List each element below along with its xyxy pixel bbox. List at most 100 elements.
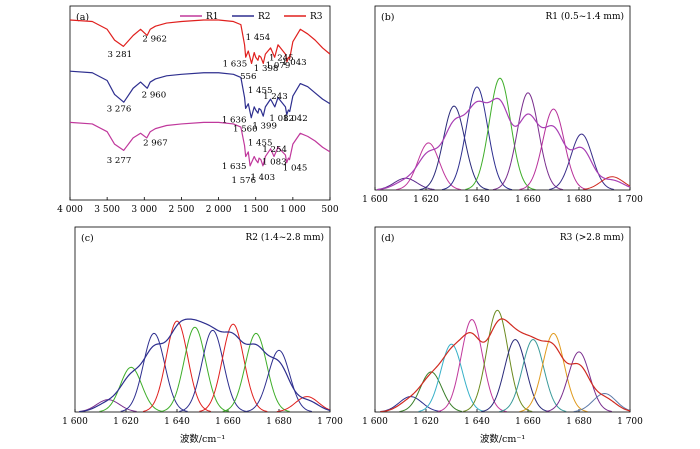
fitted-band-9 <box>583 176 631 190</box>
peak-annotation: 2 962 <box>142 35 167 45</box>
fitted-band-8 <box>549 133 615 190</box>
fitted-band-10 <box>276 396 331 413</box>
fitted-band-6 <box>492 92 564 191</box>
peak-annotation: 1 245 <box>269 53 294 63</box>
peak-annotation: 1 454 <box>246 33 271 43</box>
peak-annotation: 3 277 <box>107 156 132 166</box>
legend: R1 R2 R3 <box>180 12 323 22</box>
x-tick-label: 2 500 <box>169 205 195 215</box>
peak-annotation: 1 455 <box>248 86 273 96</box>
peak-annotation: 1 399 <box>252 122 277 132</box>
fitted-band-5 <box>465 77 536 191</box>
peak-annotation: 1 079 <box>266 61 291 71</box>
peak-annotation: 3 281 <box>107 50 132 60</box>
x-tick-label: 3 500 <box>94 205 120 215</box>
x-tick-label: 1 660 <box>215 417 241 427</box>
x-tick-label: 1 700 <box>617 195 643 205</box>
peak-annotation: 1 254 <box>262 145 287 155</box>
peak-annotation: 1 560 <box>233 125 258 135</box>
fitted-band-10 <box>573 392 631 412</box>
x-axis-label: 波数/cm⁻¹ <box>180 433 226 445</box>
panel-label: (c) <box>81 233 94 244</box>
x-tick-label: 1 600 <box>362 417 388 427</box>
x-tick-label: 1 600 <box>362 195 388 205</box>
peak-annotation: 1 082 <box>269 114 294 124</box>
x-tick-label: 1 620 <box>413 417 439 427</box>
fitted-band-5 <box>160 326 230 412</box>
peak-annotation: 1 083 <box>262 157 287 167</box>
x-tick-label: 1 680 <box>566 417 592 427</box>
peak-annotation: 1 455 <box>248 139 273 149</box>
x-tick-label: 1 640 <box>464 417 490 427</box>
fitted-band-2 <box>399 371 463 412</box>
x-tick-label: 1 700 <box>617 417 643 427</box>
panel-title: R1 (0.5~1.4 mm) <box>546 11 624 22</box>
fitted-band-2 <box>99 366 164 412</box>
fitted-band-9 <box>245 349 313 412</box>
x-tick-label: 500 <box>321 205 338 215</box>
panel-title: R2 (1.4~2.8 mm) <box>246 232 324 243</box>
peak-annotation: 1 576 <box>232 176 257 186</box>
envelope-curve <box>377 97 631 191</box>
peak-annotation: 1 635 <box>223 60 248 70</box>
panel-title: R3 (>2.8 mm) <box>560 232 624 243</box>
fitted-band-5 <box>463 309 533 412</box>
panel-label: (d) <box>381 233 395 244</box>
x-tick-label: 1 640 <box>464 195 490 205</box>
peak-annotation: 2 967 <box>143 139 168 149</box>
fitted-band-8 <box>222 332 290 412</box>
peak-annotation: 1 403 <box>250 173 275 183</box>
peak-annotation: 3 276 <box>107 105 132 115</box>
peak-annotation: 2 960 <box>142 91 167 101</box>
x-tick-label: 1 620 <box>413 195 439 205</box>
x-tick-label: 1 600 <box>62 417 88 427</box>
fitted-band-4 <box>441 86 513 191</box>
x-tick-label: 1 700 <box>317 417 343 427</box>
fitted-band-9 <box>545 351 613 412</box>
peak-annotation: 1 043 <box>282 58 307 68</box>
fitted-band-4 <box>437 318 507 413</box>
x-tick-label: 1 000 <box>280 205 306 215</box>
x-tick-label: 4 000 <box>57 205 83 215</box>
x-tick-label: 1 500 <box>243 205 269 215</box>
series-line-r1 <box>69 121 331 167</box>
chart-panel-d: 1 600 1 620 1 640 1 660 1 680 1 700 (d) R3 (>2.… <box>362 226 643 445</box>
x-tick-label: 1 660 <box>515 417 541 427</box>
envelope-curve <box>380 318 631 413</box>
legend-entry-label: R2 <box>258 12 271 22</box>
panel-label: (a) <box>76 12 89 23</box>
x-tick-label: 1 660 <box>515 195 541 205</box>
x-tick-label: 2 000 <box>206 205 232 215</box>
fitted-band-7 <box>499 339 567 412</box>
chart-panel-a: 4 000 3 500 3 000 2 500 2 000 1 500 1 000 500 (a… <box>57 5 339 215</box>
fitted-band-7 <box>519 108 588 190</box>
peak-annotation: 1 243 <box>263 92 288 102</box>
x-tick-label: 1 680 <box>566 195 592 205</box>
peak-annotation: 1 045 <box>283 164 308 174</box>
fitted-band-6 <box>179 329 248 413</box>
peak-annotation: 1 636 <box>222 115 247 125</box>
plot-frame <box>69 5 331 201</box>
series-line-r2 <box>69 70 331 119</box>
fitted-band-8 <box>519 332 588 412</box>
fitted-band-3 <box>419 105 489 191</box>
x-tick-label: 1 640 <box>164 417 190 427</box>
peak-annotation: 556 <box>240 72 256 82</box>
fitted-band-3 <box>120 332 188 412</box>
fitted-band-4 <box>142 320 212 412</box>
peak-annotation: 1 398 <box>254 64 279 74</box>
chart-panel-c: 1 600 1 620 1 640 1 660 1 680 1 700 (c) R2 (1.4… <box>62 226 343 445</box>
legend-entry-label: R1 <box>206 12 219 22</box>
fitted-band-7 <box>199 323 268 412</box>
legend-entry-label: R3 <box>310 12 323 22</box>
x-tick-label: 3 000 <box>131 205 157 215</box>
fitted-band-2 <box>396 142 462 191</box>
chart-panel-b: 1 600 1 620 1 640 1 660 1 680 1 700 (b) R1 (0.5… <box>362 5 643 205</box>
fitted-band-6 <box>481 339 550 413</box>
panel-label: (b) <box>381 12 395 23</box>
envelope-curve <box>79 318 331 413</box>
peak-annotation: 1 635 <box>222 162 247 172</box>
peak-annotation: 1 042 <box>283 114 308 124</box>
x-axis-label: 波数/cm⁻¹ <box>480 433 526 445</box>
